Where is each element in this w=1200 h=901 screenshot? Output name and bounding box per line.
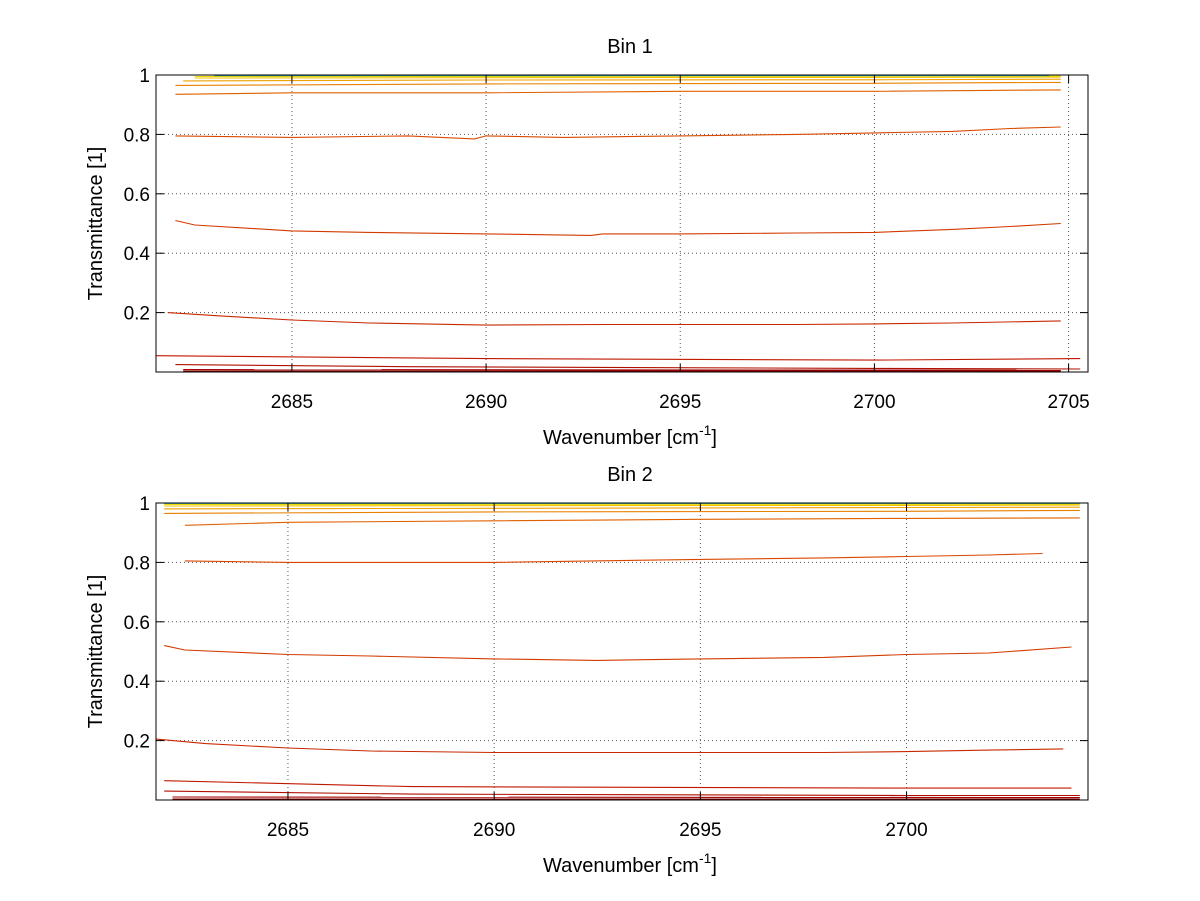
series-line-6 (175, 219, 1061, 236)
x-tick-label: 2690 (465, 392, 507, 413)
x-tick-label: 2705 (1047, 392, 1089, 413)
x-axis-label: Wavenumber [cm-1] (543, 422, 717, 449)
series-group (156, 502, 1080, 800)
y-axis-label: Transmittance [1] (85, 575, 107, 729)
series-line-3 (175, 364, 1081, 370)
chart-panel-1: 2685 2690 2695 2700 2705 0.2 0.4 0.6 0.8 1 Bin 1 Wa… (85, 36, 1090, 449)
series-line-9 (164, 509, 1080, 514)
y-tick-label: 1 (139, 66, 150, 87)
x-tick-label: 2685 (271, 392, 313, 413)
series-line-10 (183, 78, 1061, 82)
series-line-4 (156, 355, 1081, 361)
x-tick-label: 2700 (853, 392, 895, 413)
x-tick-label: 2685 (267, 820, 309, 841)
series-line-5 (156, 738, 1064, 754)
x-tick-label: 2695 (679, 820, 721, 841)
y-tick-label: 0.8 (124, 125, 150, 146)
chart-title: Bin 2 (607, 464, 653, 486)
chart-title: Bin 1 (607, 36, 653, 58)
y-tick-label: 0.6 (124, 185, 150, 206)
series-line-5 (167, 312, 1061, 326)
x-tick-label: 2695 (659, 392, 701, 413)
y-axis-label: Transmittance [1] (85, 147, 107, 301)
series-group (156, 75, 1081, 372)
y-tick-label: 0.8 (124, 553, 150, 574)
series-line-10 (164, 506, 1080, 510)
y-tick-label: 1 (139, 494, 150, 515)
series-line-6 (164, 645, 1072, 661)
y-tick-label: 0.6 (124, 613, 150, 634)
series-line-9 (175, 81, 1061, 86)
series-line-4 (164, 780, 1072, 789)
y-tick-label: 0.4 (124, 244, 151, 265)
series-line-3 (164, 790, 1080, 797)
plot-frame (155, 74, 1089, 373)
series-line-11 (194, 76, 1061, 79)
series-line-7 (175, 126, 1061, 140)
chart-panel-2: 2685 2690 2695 2700 0.2 0.4 0.6 0.8 1 Bin 2 Wavenu… (85, 464, 1089, 877)
series-line-8 (184, 517, 1080, 526)
y-tick-label: 0.4 (124, 672, 151, 693)
series-line-8 (175, 89, 1061, 95)
y-tick-label: 0.2 (124, 304, 150, 325)
plot-frame (155, 502, 1089, 801)
x-axis-label: Wavenumber [cm-1] (543, 850, 717, 877)
x-tick-label: 2690 (473, 820, 515, 841)
y-tick-label: 0.2 (124, 732, 150, 753)
x-tick-label: 2700 (885, 820, 927, 841)
series-line-2 (183, 369, 1061, 371)
series-line-11 (164, 504, 1080, 507)
series-line-2 (172, 796, 1080, 799)
series-line-7 (184, 552, 1043, 563)
